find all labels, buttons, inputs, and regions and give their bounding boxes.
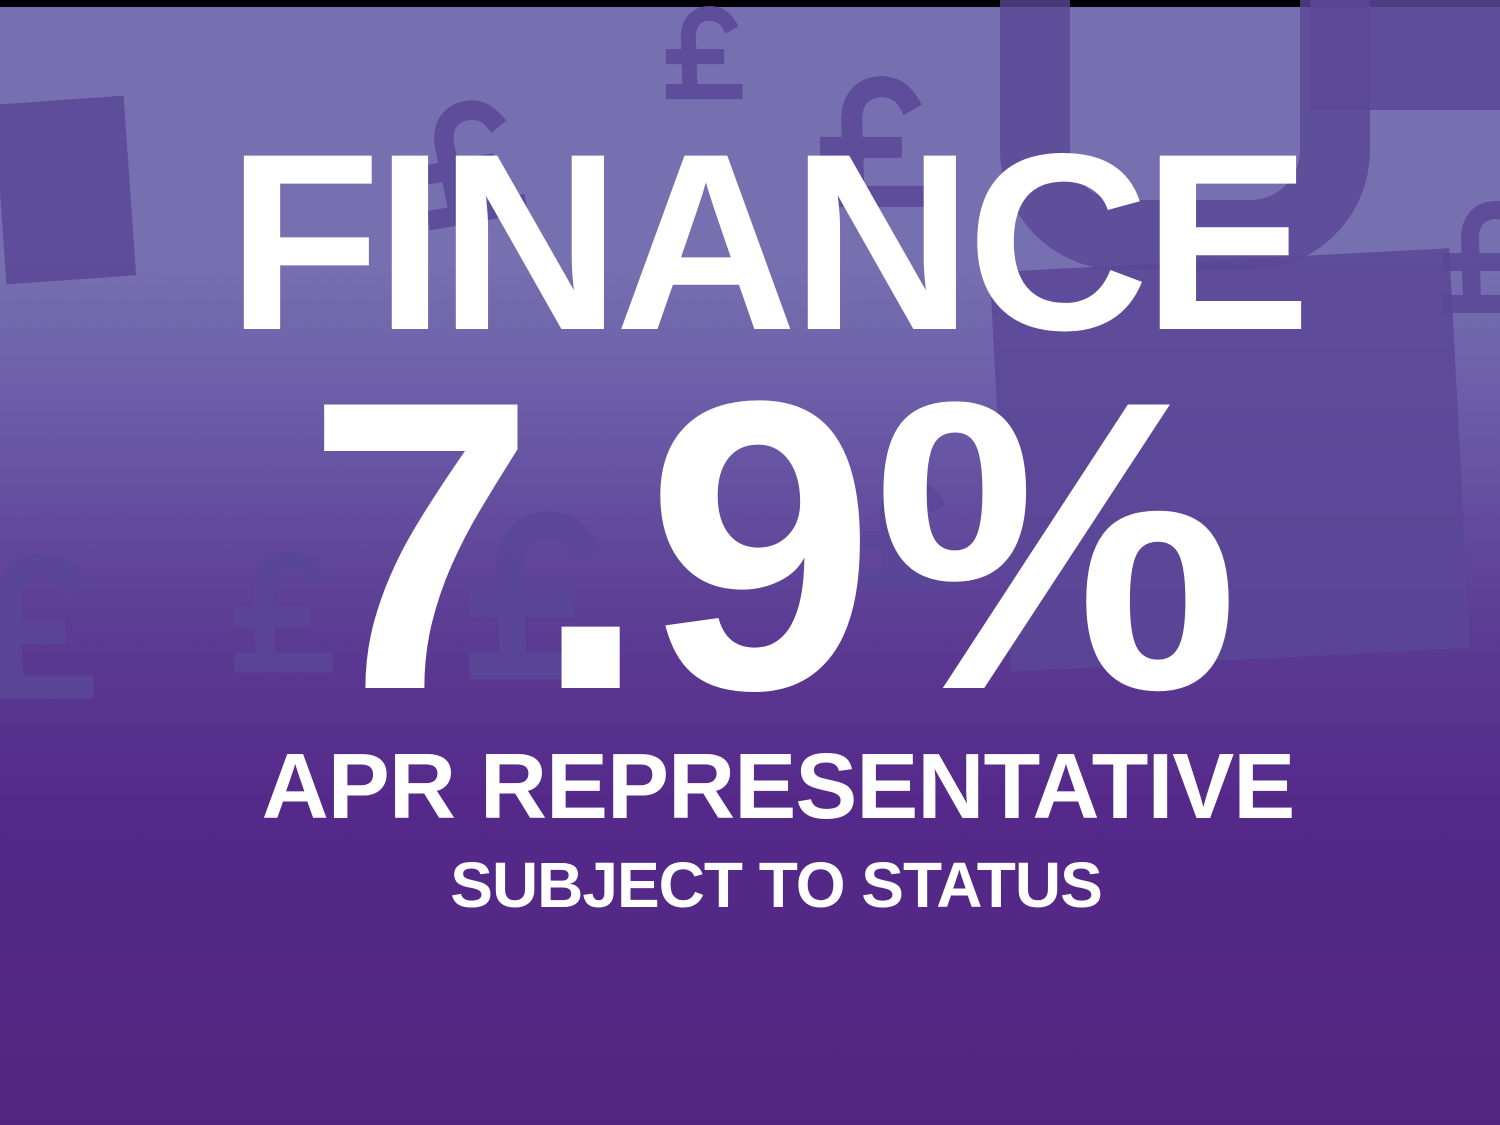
wallet-shape: [1310, 0, 1500, 110]
disclaimer: SUBJECT TO STATUS: [450, 849, 1103, 921]
top-border: [0, 0, 1500, 7]
rate-label: APR REPRESENTATIVE: [261, 734, 1296, 838]
pound-sign-icon: [660, 5, 750, 105]
rate-value: 7.9%: [306, 316, 1239, 776]
headline: FINANCE: [227, 102, 1311, 383]
